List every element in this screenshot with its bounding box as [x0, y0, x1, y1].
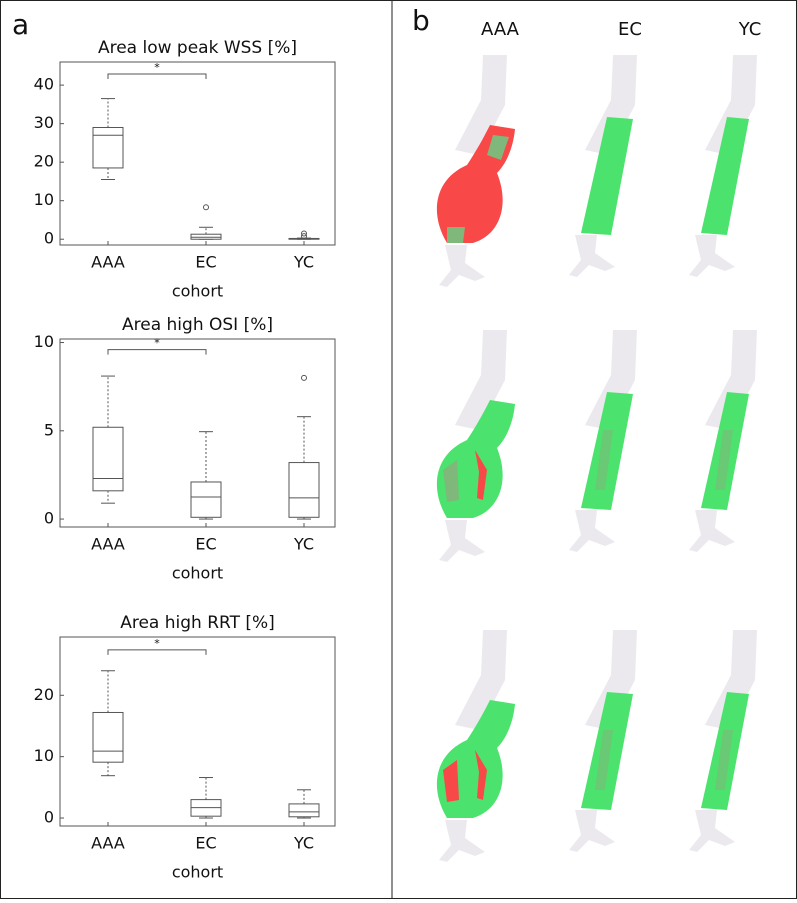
- vessel-upper: [705, 330, 757, 430]
- significance-label: *: [154, 61, 160, 74]
- panel-label: b: [412, 4, 430, 37]
- outlier: [301, 230, 307, 237]
- x-axis-label: cohort: [172, 564, 223, 583]
- x-tick-label: YC: [293, 834, 314, 853]
- x-tick-label: YC: [293, 253, 314, 272]
- vessel-upper: [705, 630, 757, 730]
- column-label: YC: [738, 19, 762, 40]
- significance-bracket: [107, 73, 207, 79]
- vessel-upper: [455, 630, 507, 730]
- column-label: EC: [618, 19, 642, 40]
- y-tick-label: 0: [44, 808, 54, 827]
- box: [190, 481, 222, 518]
- y-tick-label: 10: [34, 190, 54, 209]
- x-tick-label: EC: [195, 834, 216, 853]
- vessel-upper: [455, 330, 507, 430]
- vessel-legs: [439, 520, 485, 562]
- region: [475, 450, 487, 500]
- region: [595, 730, 613, 790]
- region: [487, 135, 509, 160]
- vessel-upper: [455, 55, 507, 155]
- vessel-upper: [705, 55, 757, 155]
- significance-bracket: [107, 649, 207, 655]
- panel-label: a: [12, 8, 29, 41]
- region: [447, 227, 465, 243]
- x-tick-label: YC: [293, 535, 314, 554]
- y-tick-label: 10: [34, 746, 54, 765]
- column-label: AAA: [481, 19, 520, 40]
- vessel-legs: [689, 510, 735, 552]
- vessel-legs: [689, 235, 735, 277]
- significance-label: *: [154, 337, 160, 350]
- x-axis-label: cohort: [172, 863, 223, 882]
- y-tick-label: 0: [44, 229, 54, 248]
- vessel-tube: [701, 117, 749, 235]
- y-tick-label: 10: [34, 332, 54, 351]
- box: [288, 803, 320, 818]
- significance-bracket: [107, 349, 207, 355]
- plot-area: [59, 338, 336, 528]
- region: [595, 430, 613, 490]
- vessel-legs: [439, 820, 485, 862]
- significance-label: *: [154, 637, 160, 650]
- box: [92, 126, 124, 169]
- renders: [436, 55, 757, 862]
- vessel-legs: [569, 510, 615, 552]
- vessel-upper: [585, 630, 637, 730]
- plot-area: [59, 61, 336, 246]
- x-tick-label: AAA: [91, 535, 125, 554]
- vessel-legs: [569, 235, 615, 277]
- vessel-legs: [689, 810, 735, 852]
- outlier: [203, 204, 209, 211]
- box: [190, 233, 222, 240]
- box: [92, 711, 124, 763]
- vessel-upper: [585, 55, 637, 155]
- y-tick-label: 30: [34, 113, 54, 132]
- y-tick-label: 20: [34, 152, 54, 171]
- box: [92, 426, 124, 492]
- x-tick-label: AAA: [91, 253, 125, 272]
- vessel-tube: [581, 117, 633, 235]
- outlier: [301, 374, 307, 381]
- chart-title: Area low peak WSS [%]: [98, 38, 297, 58]
- region: [475, 750, 487, 800]
- box: [288, 462, 320, 518]
- chart-title: Area high OSI [%]: [122, 315, 273, 335]
- region: [443, 460, 459, 502]
- chart-title: Area high RRT [%]: [120, 613, 275, 633]
- region: [443, 760, 459, 802]
- x-axis-label: cohort: [172, 282, 223, 301]
- y-tick-label: 0: [44, 509, 54, 528]
- plot-area: [59, 636, 336, 827]
- x-tick-label: EC: [195, 253, 216, 272]
- vessel-legs: [439, 245, 485, 287]
- region: [715, 430, 733, 490]
- y-tick-label: 20: [34, 685, 54, 704]
- x-tick-label: AAA: [91, 834, 125, 853]
- region: [715, 730, 733, 790]
- outlier: [301, 233, 307, 240]
- vessel-upper: [585, 330, 637, 430]
- y-tick-label: 5: [44, 420, 54, 439]
- vessel-legs: [569, 810, 615, 852]
- x-tick-label: EC: [195, 535, 216, 554]
- y-tick-label: 40: [34, 75, 54, 94]
